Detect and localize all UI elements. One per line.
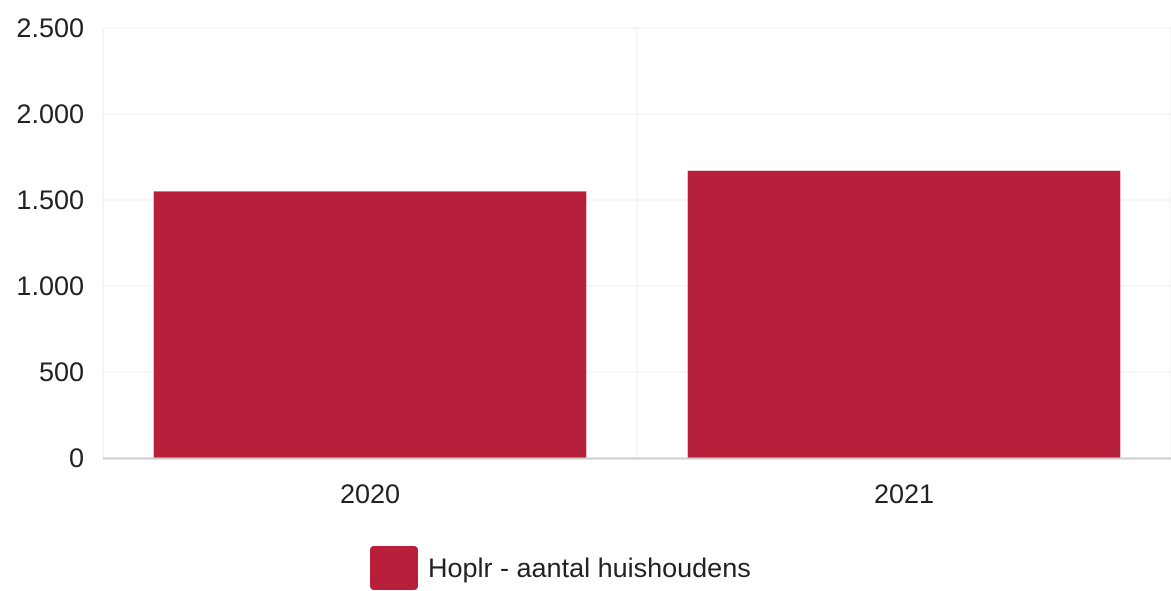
legend: Hoplr - aantal huishoudens <box>370 546 751 590</box>
bars <box>153 170 1121 458</box>
legend-label: Hoplr - aantal huishoudens <box>428 552 751 583</box>
x-tick-label: 2021 <box>874 479 934 509</box>
y-tick-label: 500 <box>39 357 84 387</box>
y-tick-label: 1.000 <box>16 271 84 301</box>
y-tick-label: 2.500 <box>16 13 84 43</box>
y-tick-label: 0 <box>69 443 84 473</box>
y-tick-label: 1.500 <box>16 185 84 215</box>
x-axis-ticks: 2020 2021 <box>340 479 934 509</box>
bar-2021 <box>687 170 1121 458</box>
y-tick-label: 2.000 <box>16 99 84 129</box>
x-tick-label: 2020 <box>340 479 400 509</box>
y-axis-ticks: 0 500 1.000 1.500 2.000 2.500 <box>16 13 84 473</box>
legend-swatch <box>370 546 418 590</box>
bar-2020 <box>153 191 587 458</box>
